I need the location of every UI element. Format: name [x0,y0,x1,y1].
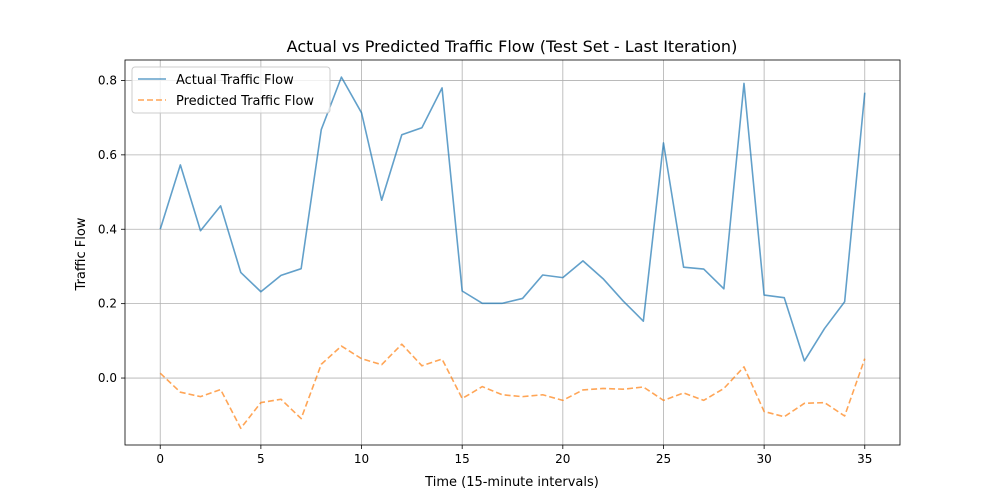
legend-label-actual: Actual Traffic Flow [176,73,294,88]
chart-title: Actual vs Predicted Traffic Flow (Test S… [287,37,738,56]
series-lines [159,76,866,430]
y-tick-label: 0.0 [98,371,117,385]
x-tick-label: 25 [656,452,671,466]
x-tick-label: 0 [156,452,164,466]
y-tick-label: 0.4 [98,222,117,236]
legend-box [131,66,331,114]
x-axis-label: Time (15-minute intervals) [424,475,599,490]
x-tick-label: 30 [756,452,771,466]
y-tick-label: 0.6 [98,148,117,162]
axes [124,59,901,446]
y-tick-label: 0.2 [98,297,117,311]
plot-frame [124,59,901,446]
x-tick-label: 15 [455,452,470,466]
ticks: 0 5 10 15 20 25 30 35 0.0 0.2 0.4 0.6 0.8 [98,73,873,466]
y-axis-label: Traffic Flow [74,217,89,291]
x-tick-label: 5 [257,452,265,466]
x-tick-label: 20 [555,452,570,466]
x-tick-label: 35 [857,452,872,466]
grid [125,60,900,445]
legend-label-predicted: Predicted Traffic Flow [176,94,314,109]
y-tick-label: 0.8 [98,73,117,87]
x-tick-label: 10 [354,452,369,466]
series-line-actual [159,76,866,362]
legend: Actual Traffic Flow Predicted Traffic Fl… [131,66,331,114]
series-line-predicted [159,343,866,430]
